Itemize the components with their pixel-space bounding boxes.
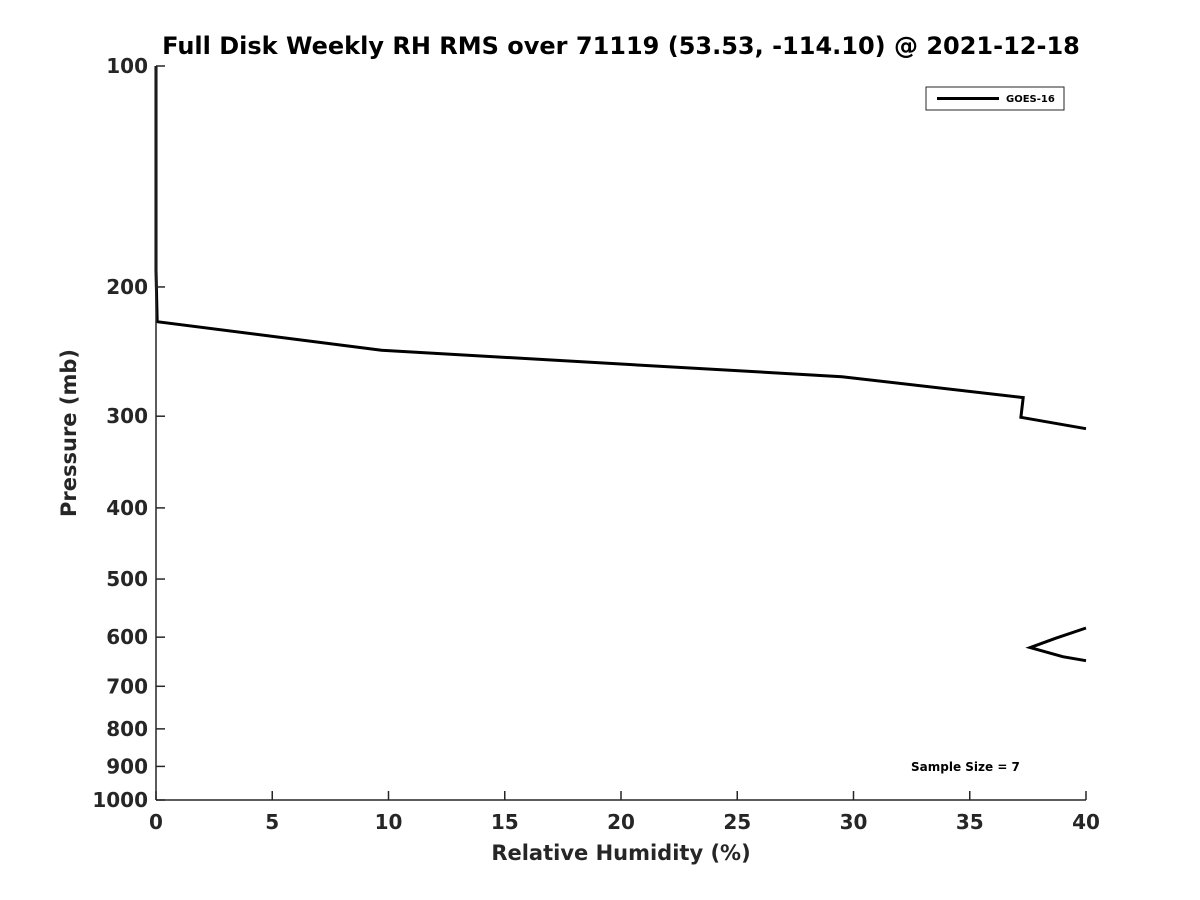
x-ticks: 0 5 10 15 20 25 30 35 40 (149, 791, 1100, 834)
x-tick-label: 10 (375, 810, 403, 834)
chart-title: Full Disk Weekly RH RMS over 71119 (53.5… (162, 32, 1080, 60)
y-tick-label: 500 (106, 567, 148, 591)
x-tick-label: 40 (1072, 810, 1100, 834)
x-tick-label: 35 (956, 810, 984, 834)
y-tick-label: 200 (106, 275, 148, 299)
y-axis-label: Pressure (mb) (57, 349, 81, 517)
x-tick-label: 25 (723, 810, 751, 834)
sample-size-annotation: Sample Size = 7 (911, 760, 1020, 774)
x-tick-label: 20 (607, 810, 635, 834)
x-tick-label: 30 (840, 810, 868, 834)
y-tick-label: 300 (106, 404, 148, 428)
y-tick-label: 100 (106, 54, 148, 78)
legend: GOES-16 (925, 86, 1065, 111)
series-line-goes-16 (1025, 626, 1087, 663)
y-tick-label: 800 (106, 717, 148, 741)
y-tick-label: 900 (106, 754, 148, 778)
y-tick-label: 700 (106, 674, 148, 698)
x-tick-label: 0 (149, 810, 163, 834)
x-axis-label: Relative Humidity (%) (491, 841, 750, 865)
legend-label-goes-16: GOES-16 (1006, 94, 1055, 105)
y-tick-label: 1000 (92, 788, 148, 812)
y-tick-label: 400 (106, 496, 148, 520)
y-tick-label: 600 (106, 625, 148, 649)
x-tick-label: 5 (265, 810, 279, 834)
x-tick-label: 15 (491, 810, 519, 834)
y-ticks: 100 200 300 400 500 600 700 800 900 1000 (92, 54, 165, 812)
